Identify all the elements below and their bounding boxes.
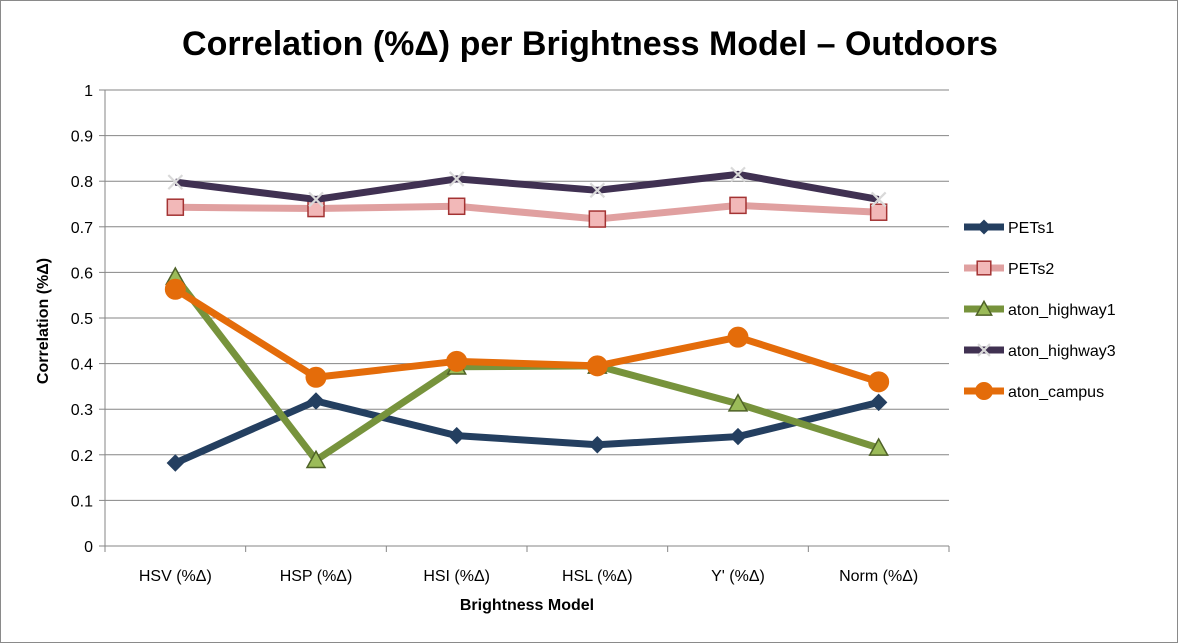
y-tick-label: 1 — [84, 83, 93, 100]
data-point — [729, 196, 747, 215]
legend-marker — [977, 343, 991, 357]
y-tick-label: 0.5 — [71, 311, 93, 328]
x-tick-label: Norm (%Δ) — [839, 568, 918, 585]
series-line — [174, 170, 880, 203]
legend-item: PETs1 — [964, 219, 1054, 237]
legend-label: PETs1 — [1008, 220, 1054, 237]
series-PETs2 — [166, 196, 888, 228]
data-point — [164, 278, 186, 300]
y-tick-label: 0.3 — [71, 402, 93, 419]
x-tick-label: HSL (%Δ) — [562, 568, 633, 585]
data-point — [868, 371, 890, 393]
y-tick-label: 0.8 — [71, 174, 93, 191]
data-point — [166, 198, 185, 216]
legend-item: aton_highway3 — [964, 343, 1116, 360]
data-point — [166, 454, 185, 472]
data-point — [870, 191, 887, 208]
y-tick-label: 0.4 — [71, 357, 93, 374]
series-line — [175, 201, 879, 223]
legend-label: aton_highway3 — [1008, 343, 1116, 360]
y-tick-label: 0.1 — [71, 493, 93, 510]
data-point — [308, 191, 324, 208]
legend-label: aton_highway1 — [1008, 302, 1116, 319]
legend-marker — [975, 299, 993, 316]
data-point — [868, 437, 889, 456]
legend-label: PETs2 — [1008, 261, 1054, 278]
series-aton_campus — [164, 278, 890, 393]
series-lines — [164, 166, 890, 472]
x-tick-label: HSI (%Δ) — [423, 568, 490, 585]
x-axis-title: Brightness Model — [460, 597, 594, 614]
legend: PETs1 PETs2 aton_highway1 aton_highway3aton… — [964, 219, 1116, 401]
data-point — [869, 203, 888, 221]
data-point — [588, 210, 607, 228]
data-point — [167, 174, 184, 190]
x-tick-label: HSP (%Δ) — [280, 568, 353, 585]
series-line — [173, 286, 880, 386]
data-point — [447, 426, 466, 445]
legend-marker — [976, 260, 992, 276]
data-point — [305, 366, 327, 388]
data-point — [586, 355, 608, 377]
x-tick-label: Y' (%Δ) — [711, 568, 765, 585]
data-point — [730, 166, 746, 183]
series-line — [172, 274, 880, 464]
y-tick-label: 0 — [84, 539, 93, 556]
data-point — [307, 199, 325, 218]
legend-item: PETs2 — [964, 260, 1054, 278]
data-point — [305, 449, 327, 469]
series-aton_highway3 — [167, 166, 887, 208]
data-point — [727, 393, 749, 412]
series-line — [173, 397, 880, 467]
data-point — [727, 326, 749, 348]
legend-label: aton_campus — [1008, 384, 1104, 401]
legend-marker — [975, 382, 993, 400]
data-point — [729, 427, 747, 446]
series-PETs1 — [166, 392, 888, 472]
data-point — [589, 182, 606, 199]
y-axis-title: Correlation (%Δ) — [35, 258, 52, 384]
legend-item: aton_campus — [964, 382, 1104, 401]
y-tick-label: 0.2 — [71, 448, 93, 465]
legend-marker — [976, 219, 992, 235]
data-point — [869, 393, 888, 412]
y-tick-label: 0.9 — [71, 129, 93, 146]
data-point — [448, 171, 465, 187]
y-tick-label: 0.7 — [71, 220, 93, 237]
data-point — [447, 197, 466, 216]
data-point — [446, 350, 468, 372]
chart-title: Correlation (%Δ) per Brightness Model – … — [182, 25, 998, 63]
data-point — [307, 392, 325, 410]
axes: 0 0.1 0.2 0.3 0.4 0.5 0.6 0.7 0.8 0.9 1 HSV (%Δ) HSP… — [71, 83, 950, 585]
data-point — [588, 436, 607, 454]
x-tick-label: HSV (%Δ) — [139, 568, 212, 585]
legend-item: aton_highway1 — [964, 299, 1116, 319]
y-tick-label: 0.6 — [71, 265, 93, 282]
